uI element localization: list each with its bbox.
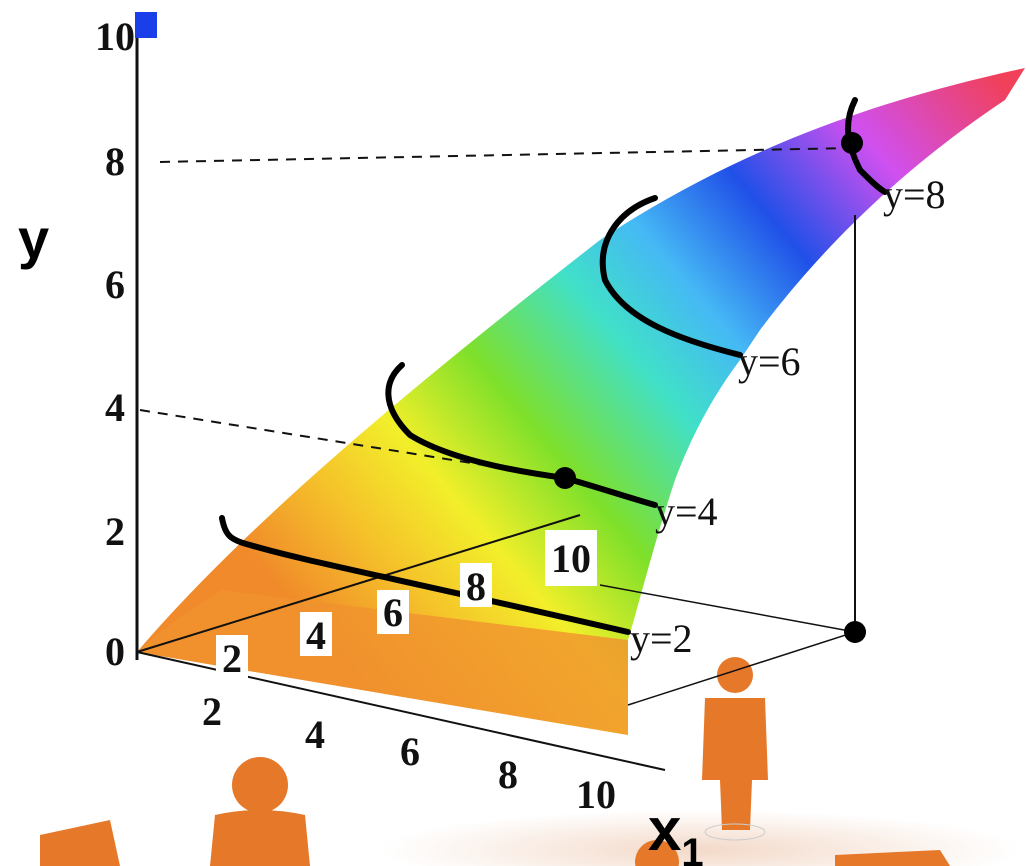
y-axis-label: y xyxy=(18,207,49,270)
marker-cube xyxy=(135,12,157,38)
x1-label-subscript: 1 xyxy=(681,831,703,866)
guides xyxy=(135,20,856,771)
x1-tick-label: 6 xyxy=(400,729,420,774)
x2-tick-label: 4 xyxy=(306,613,326,658)
x2-tick-label: 6 xyxy=(383,590,403,635)
y-tick-label: 2 xyxy=(105,509,125,554)
x2-tick-label: 2 xyxy=(222,636,242,681)
y-tick-label: 8 xyxy=(105,139,125,184)
y-tick-label: 0 xyxy=(105,629,125,674)
x2-tick-label: 10 xyxy=(551,536,591,581)
surface xyxy=(137,68,1025,735)
x2-tick-boxes xyxy=(216,530,597,679)
x1-tick-label: 4 xyxy=(305,712,325,757)
contour-label: y=4 xyxy=(655,489,718,534)
people-decoration xyxy=(40,657,1020,866)
points xyxy=(554,132,866,643)
x2-tick-label: 8 xyxy=(466,564,486,609)
x1-tick-label: 10 xyxy=(576,772,616,817)
y-tick-label: 6 xyxy=(105,262,125,307)
contour-label: y=8 xyxy=(883,172,946,217)
y-tick-label: 10 xyxy=(95,14,135,59)
contour-label: y=6 xyxy=(738,339,801,384)
x1-tick-label: 2 xyxy=(202,689,222,734)
y-tick-label: 4 xyxy=(105,385,125,430)
x1-tick-label: 8 xyxy=(498,752,518,797)
x1-label-base: x xyxy=(648,796,681,863)
contour-label: y=2 xyxy=(630,616,693,661)
x1-axis-label: x1 xyxy=(648,796,704,866)
